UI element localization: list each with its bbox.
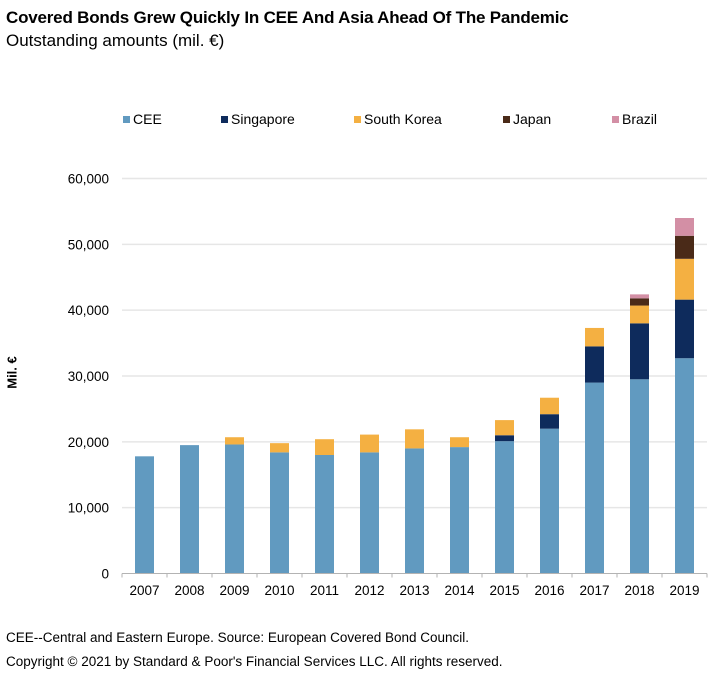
legend-swatch-brazil (612, 115, 619, 123)
bar-singapore-2017 (585, 346, 604, 383)
bar-japan-2018 (630, 298, 649, 306)
bar-cee-2007 (135, 456, 154, 574)
footnote-copyright: Copyright © 2021 by Standard & Poor's Fi… (6, 654, 503, 669)
bar-japan-2019 (675, 235, 694, 259)
y-tick-label: 10,000 (68, 501, 109, 516)
x-tick-label: 2010 (264, 583, 294, 598)
chart-subtitle: Outstanding amounts (mil. €) (6, 31, 225, 50)
legend-label-brazil: Brazil (622, 111, 658, 127)
x-tick-label: 2019 (669, 583, 699, 598)
legend-item-south-korea: South Korea (354, 111, 442, 127)
legend-label-cee: CEE (133, 111, 162, 127)
x-tick-label: 2011 (310, 583, 339, 598)
legend-swatch-japan (503, 115, 510, 123)
bar-brazil-2019 (675, 218, 694, 236)
legend-label-japan: Japan (513, 111, 552, 127)
bar-singapore-2016 (540, 414, 559, 429)
legend-label-south-korea: South Korea (364, 111, 442, 127)
bar-cee-2018 (630, 379, 649, 574)
legend-item-brazil: Brazil (612, 111, 657, 127)
bar-cee-2015 (495, 441, 514, 574)
bar-cee-2017 (585, 382, 604, 574)
x-tick-label: 2014 (444, 583, 475, 598)
x-tick-label: 2015 (489, 583, 519, 598)
bar-singapore-2018 (630, 323, 649, 380)
bar-south-korea-2015 (495, 420, 514, 436)
y-tick-label: 30,000 (68, 369, 109, 384)
legend-swatch-cee (123, 115, 130, 123)
bar-south-korea-2018 (630, 305, 649, 324)
bar-south-korea-2011 (315, 439, 334, 455)
chart-title: Covered Bonds Grew Quickly In CEE And As… (6, 8, 569, 27)
legend-item-japan: Japan (503, 111, 551, 127)
y-tick-label: 20,000 (68, 435, 109, 450)
bar-cee-2009 (225, 444, 244, 574)
x-tick-label: 2007 (129, 583, 159, 598)
y-tick-label: 60,000 (68, 172, 109, 187)
bar-cee-2016 (540, 428, 559, 574)
bar-south-korea-2013 (405, 429, 424, 449)
x-tick-label: 2009 (219, 583, 249, 598)
x-tick-label: 2017 (579, 583, 609, 598)
legend: CEE Singapore South Korea Japan Brazil (0, 111, 728, 131)
footnote-source: CEE--Central and Eastern Europe. Source:… (6, 630, 470, 645)
y-tick-label: 40,000 (68, 303, 109, 318)
bar-cee-2012 (360, 452, 379, 574)
x-tick-label: 2013 (399, 583, 429, 598)
legend-label-singapore: Singapore (231, 111, 295, 127)
x-tick-label: 2016 (534, 583, 564, 598)
bar-cee-2019 (675, 358, 694, 574)
bar-brazil-2018 (630, 294, 649, 299)
y-tick-label: 0 (101, 567, 109, 582)
bar-south-korea-2014 (450, 437, 469, 448)
legend-item-singapore: Singapore (221, 111, 295, 127)
chart-plot: 0 10,000 20,000 30,000 40,000 50,000 60,000 200… (68, 172, 708, 598)
legend-item-cee: CEE (123, 111, 162, 127)
bar-south-korea-2019 (675, 258, 694, 300)
x-tick-label: 2008 (174, 583, 204, 598)
bar-cee-2014 (450, 447, 469, 574)
x-tick-label: 2018 (624, 583, 654, 598)
bar-singapore-2015 (495, 435, 514, 442)
bar-cee-2011 (315, 455, 334, 574)
bar-singapore-2019 (675, 299, 694, 359)
bar-south-korea-2012 (360, 434, 379, 453)
x-tick-label: 2012 (354, 583, 384, 598)
legend-swatch-south-korea (354, 115, 361, 123)
bar-south-korea-2009 (225, 437, 244, 445)
bar-cee-2008 (180, 445, 199, 574)
bar-south-korea-2017 (585, 327, 604, 347)
bar-south-korea-2016 (540, 397, 559, 415)
bar-cee-2013 (405, 448, 424, 574)
bar-south-korea-2010 (270, 443, 289, 453)
bar-cee-2010 (270, 452, 289, 574)
y-tick-label: 50,000 (68, 237, 109, 252)
legend-swatch-singapore (221, 115, 228, 123)
